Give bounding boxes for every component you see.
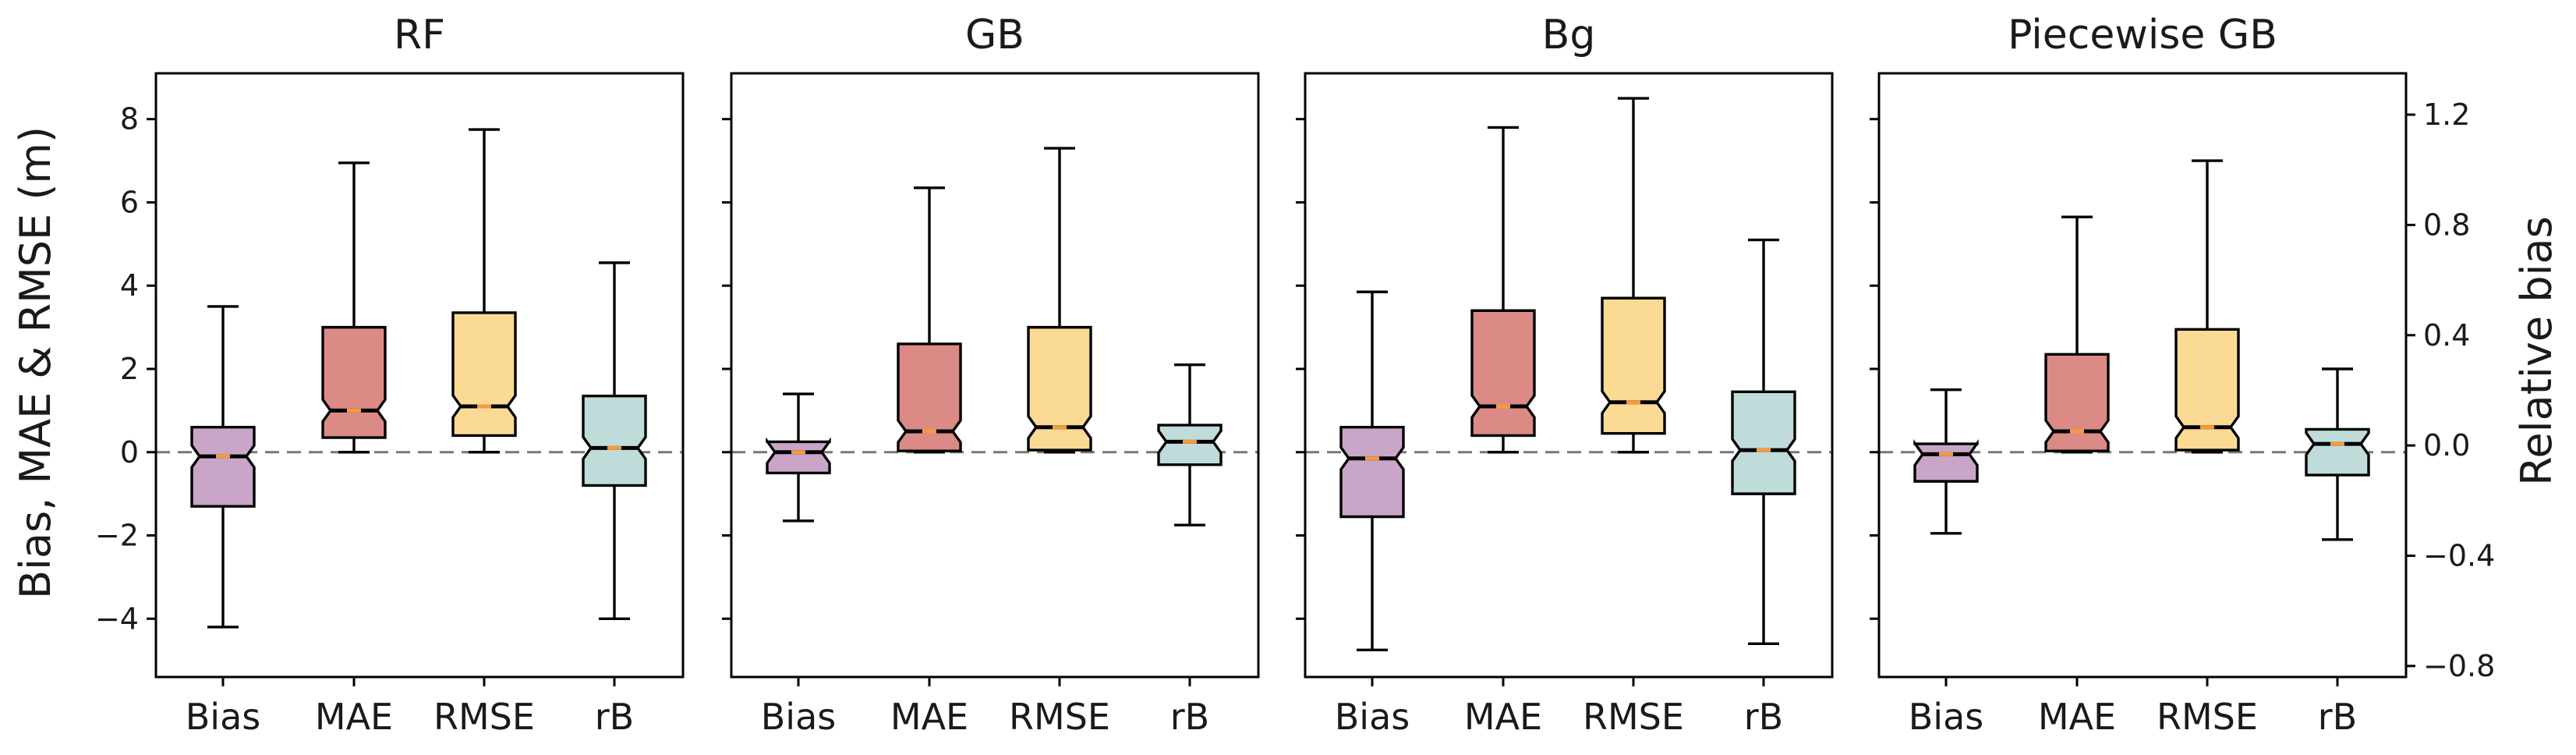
panel-4-rmse-box [2174,328,2240,452]
panel-1-rmse-category-label: RMSE [433,696,535,738]
panel-1-rb-category-label: rB [595,696,634,738]
panel-3-rmse-category-label: RMSE [1583,696,1684,738]
left-y-tick-label: 4 [120,268,139,303]
panel-4-bias-box [1913,439,1979,483]
panel-1-mae-box [321,325,387,439]
panel-3-rb-category-label: rB [1744,696,1783,738]
right-y-tick-label: 0.4 [2423,318,2470,353]
left-y-tick-label: 6 [120,185,139,219]
right-y-tick-label: 1.2 [2423,97,2470,132]
right-y-tick-label: 0.0 [2423,428,2470,463]
panel-4-bias-category-label: Bias [1909,696,1984,738]
panel-4-mae-category-label: MAE [2038,696,2116,738]
panel-4-rmse-category-label: RMSE [2157,696,2258,738]
right-y-axis-title: Relative bias [2512,216,2561,485]
panel-1-frame [154,72,685,679]
panel-4-mae-box [2044,353,2110,452]
panel-3-bias-box [1339,426,1405,519]
panel-3-title: Bg [1542,12,1596,58]
right-y-tick-label: −0.4 [2423,538,2495,572]
panel-4-frame [1877,72,2408,679]
panel-1-mae-category-label: MAE [315,696,393,738]
panel-2-rmse-box [1027,325,1092,452]
panel-2-rmse-category-label: RMSE [1009,696,1110,738]
panel-2-mae-box [897,342,962,452]
panel-4-rb-category-label: rB [2318,696,2357,738]
right-y-tick-label: 0.8 [2423,207,2470,242]
panel-4-rb-box [2305,427,2370,477]
panel-3-frame [1304,72,1834,679]
panel-2-title: GB [965,12,1024,58]
panel-3-bias-category-label: Bias [1335,696,1410,738]
panel-2-bias-category-label: Bias [761,696,837,738]
left-y-tick-label: 2 [120,352,139,386]
panel-3-rb-box [1731,390,1796,495]
right-y-tick-label: −0.8 [2423,649,2495,683]
panel-4-title: Piecewise GB [2008,12,2277,58]
panel-1-rmse-box [451,311,517,438]
panel-2-rb-box [1157,424,1223,466]
panel-1-rb-box [582,394,647,487]
left-y-tick-label: −2 [95,519,139,553]
panel-3-mae-category-label: MAE [1464,696,1542,738]
panel-1-bias-category-label: Bias [186,696,261,738]
panel-1-title: RF [394,12,445,58]
panel-2-mae-category-label: MAE [890,696,968,738]
panel-3-mae-box [1470,309,1536,438]
panel-2-bias-box [766,437,831,475]
panel-2-rb-category-label: rB [1170,696,1209,738]
left-y-tick-label: 0 [120,435,139,470]
panel-3-rmse-box [1601,296,1666,435]
panel-2-frame [730,72,1260,679]
panel-1-bias-box [190,426,256,508]
left-y-tick-label: −4 [95,601,139,636]
left-y-axis-title: Bias, MAE & RMSE (m) [11,126,60,599]
left-y-tick-label: 8 [120,102,139,136]
